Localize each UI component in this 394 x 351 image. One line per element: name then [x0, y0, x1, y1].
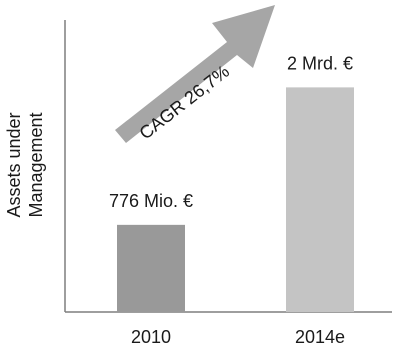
bar-2010 [117, 224, 185, 312]
cagr-arrow [115, 5, 275, 143]
bar-2014e [286, 87, 354, 312]
y-axis-label-line-2: Management [26, 112, 46, 217]
y-axis-label-line-1: Assets under [4, 112, 24, 217]
cagr-annotation: CAGR 26,7% [136, 61, 233, 143]
x-tick-label-2014e: 2014e [295, 327, 345, 347]
y-axis-label-group: Assets under Management [4, 112, 46, 217]
value-label-2014e: 2 Mrd. € [287, 53, 353, 73]
value-label-2010: 776 Mio. € [109, 191, 193, 211]
x-tick-label-2010: 2010 [131, 327, 171, 347]
